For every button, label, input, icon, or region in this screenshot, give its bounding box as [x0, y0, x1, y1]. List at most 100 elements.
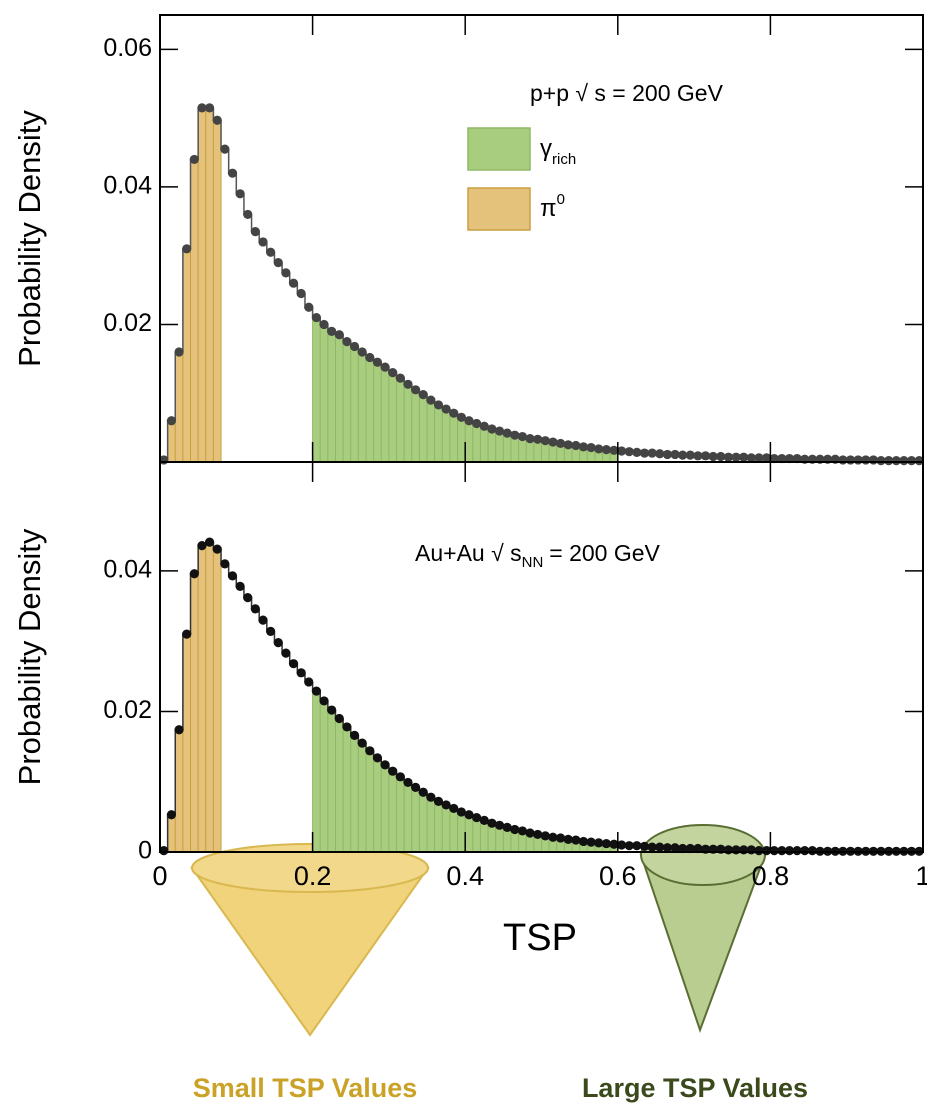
region-bar — [350, 734, 359, 853]
data-point — [655, 449, 665, 459]
data-point — [632, 841, 642, 851]
x-tick-label: 0 — [152, 861, 167, 891]
data-point — [487, 424, 497, 434]
data-point — [792, 453, 802, 464]
data-point — [235, 581, 245, 591]
data-point — [456, 412, 466, 422]
region-bar — [411, 389, 420, 463]
data-point — [548, 437, 558, 447]
legend-swatch — [467, 127, 531, 171]
data-point — [510, 430, 520, 440]
data-point — [357, 738, 367, 748]
region-bar — [167, 814, 176, 853]
region-bar — [388, 770, 398, 853]
data-point — [296, 668, 306, 678]
data-point — [685, 450, 695, 460]
region-bar — [479, 425, 489, 463]
data-point — [685, 843, 695, 854]
y-tick-label: 0.06 — [103, 34, 152, 62]
x-tick-label: 0.4 — [446, 861, 484, 891]
data-point — [487, 818, 497, 828]
data-point — [662, 449, 672, 460]
data-point — [189, 154, 199, 165]
data-point — [166, 416, 177, 426]
data-point — [502, 822, 512, 833]
data-point — [250, 604, 260, 614]
y-tick-label: 0.04 — [103, 556, 152, 584]
data-point — [624, 841, 634, 851]
data-point — [578, 442, 589, 452]
x-axis-label: TSP — [503, 917, 577, 959]
region-bar — [388, 372, 398, 463]
region-bar — [418, 394, 428, 463]
region-bar — [342, 341, 352, 463]
data-point — [472, 812, 482, 823]
data-point — [739, 452, 749, 462]
data-point — [594, 444, 604, 454]
data-point — [693, 451, 703, 461]
data-point — [586, 442, 596, 453]
data-point — [174, 347, 184, 357]
data-point — [334, 330, 344, 340]
data-point — [647, 448, 657, 458]
data-point — [357, 347, 367, 357]
data-point — [479, 815, 489, 825]
data-point — [380, 362, 390, 372]
data-point — [403, 777, 413, 788]
data-point — [204, 103, 215, 113]
data-point — [563, 834, 573, 844]
region-bar — [403, 781, 413, 853]
region-bar — [205, 107, 214, 463]
data-point — [243, 209, 253, 220]
data-point — [617, 840, 627, 850]
data-point — [281, 648, 291, 658]
data-point — [380, 760, 390, 770]
region-bar — [457, 416, 466, 463]
data-point — [197, 541, 207, 551]
x-tick-label: 1 — [915, 861, 927, 891]
data-point — [586, 837, 596, 847]
region-bar — [434, 404, 443, 463]
data-point — [533, 434, 543, 444]
data-point — [349, 341, 360, 352]
data-point — [319, 319, 329, 330]
region-bar — [380, 366, 390, 463]
region-bar — [174, 729, 184, 853]
data-point — [693, 843, 703, 854]
data-point — [777, 453, 787, 464]
data-point — [288, 659, 299, 669]
data-point — [334, 713, 344, 724]
data-point — [510, 824, 520, 835]
frame — [159, 461, 924, 853]
region-bar — [197, 107, 207, 463]
y-tick-label: 0.04 — [103, 172, 152, 200]
data-point — [388, 766, 398, 776]
region-bar — [380, 764, 390, 853]
data-point — [479, 421, 489, 431]
region-bar — [441, 804, 451, 853]
region-bar — [357, 351, 367, 463]
data-point — [456, 807, 466, 817]
cone-top — [191, 843, 429, 893]
data-point — [639, 448, 650, 458]
region-bar — [426, 796, 436, 853]
data-point — [571, 835, 581, 845]
data-point — [227, 571, 238, 581]
region-bar — [464, 420, 474, 463]
data-point — [395, 772, 405, 782]
data-point — [250, 227, 260, 237]
legend-sup: 0 — [557, 191, 565, 208]
region-bar — [396, 776, 405, 853]
data-point — [647, 842, 657, 852]
large-cone — [639, 824, 767, 1033]
data-point — [418, 787, 428, 797]
data-point — [304, 302, 314, 312]
cone-top — [640, 824, 766, 886]
data-point — [189, 569, 199, 579]
data-point — [266, 626, 276, 636]
region-bar — [197, 545, 207, 853]
data-point — [266, 247, 276, 257]
data-point — [235, 189, 245, 199]
data-point — [433, 796, 444, 807]
